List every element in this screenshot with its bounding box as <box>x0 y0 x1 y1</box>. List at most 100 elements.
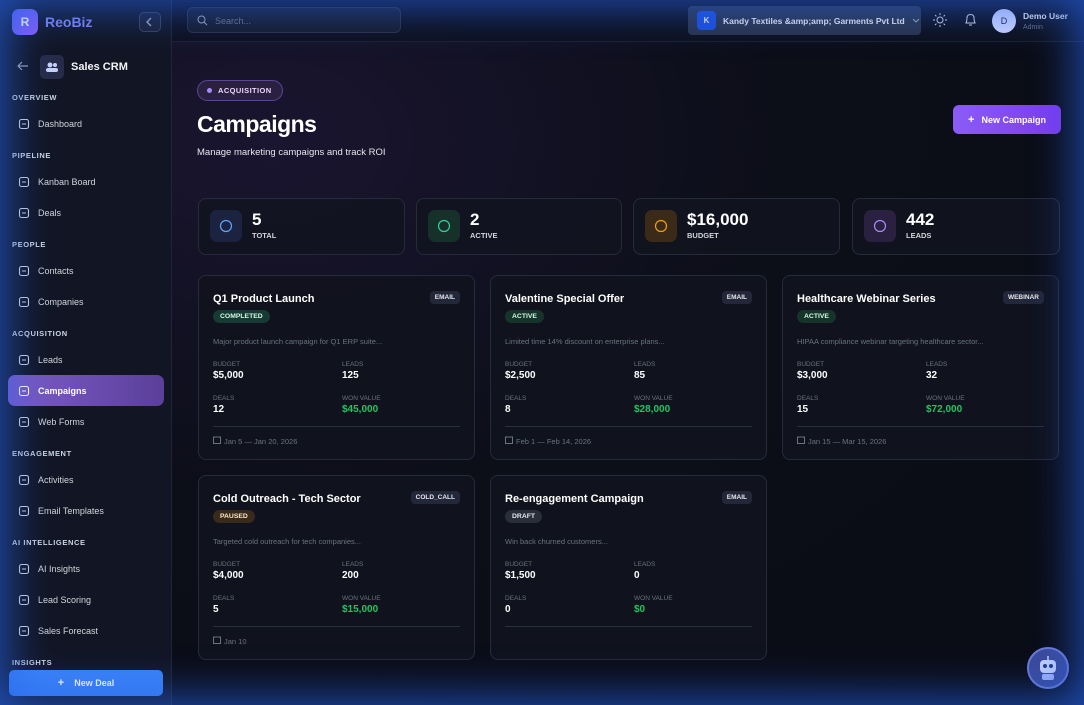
metric-label: LEADS <box>926 361 948 368</box>
stat-value: $16,000 <box>687 210 749 229</box>
date-text: Jan 10 <box>224 637 247 646</box>
nav-item[interactable]: Kanban Board <box>8 166 164 197</box>
stat-icon <box>645 210 677 242</box>
metric-value: 0 <box>634 570 640 581</box>
search-placeholder: Search... <box>215 16 252 26</box>
metric-label: DEALS <box>505 395 527 402</box>
metric-label: BUDGET <box>505 561 533 568</box>
user-name: Demo User <box>1023 11 1068 21</box>
campaign-name: Q1 Product Launch <box>213 293 315 305</box>
channel-badge: COLD_CALL <box>410 491 460 504</box>
nav-item[interactable]: AI Insights <box>8 553 164 584</box>
date-text: Jan 15 — Mar 15, 2026 <box>808 437 887 446</box>
campaign-card[interactable]: Q1 Product Launch EMAIL COMPLETED Major pro… <box>198 275 475 460</box>
org-initial: K <box>697 11 716 30</box>
metric-label: DEALS <box>213 595 235 602</box>
nav-section: PIPELINE <box>12 151 51 160</box>
nav-label: Kanban Board <box>38 176 96 187</box>
nav-item[interactable]: Campaigns <box>8 375 164 406</box>
metric-value: $2,500 <box>505 370 536 381</box>
campaign-card[interactable]: Re-engagement Campaign EMAIL DRAFT Win back… <box>490 475 767 660</box>
nav-item[interactable]: Leads <box>8 344 164 375</box>
metric-label: WON VALUE <box>342 595 381 602</box>
metric-value: 85 <box>634 370 646 381</box>
new-deal-button[interactable]: + New Deal <box>9 670 163 696</box>
campaign-card[interactable]: Valentine Special Offer EMAIL ACTIVE Limite… <box>490 275 767 460</box>
metric-label: DEALS <box>797 395 819 402</box>
sidebar: R ReoBiz Sales CRM OVERVIEW Dashboard PIPE… <box>0 0 172 705</box>
metric-label: DEALS <box>213 395 235 402</box>
stat-value: 442 <box>906 210 935 229</box>
metric-value: $5,000 <box>213 370 244 381</box>
stat-icon <box>428 210 460 242</box>
metric-value: 0 <box>505 604 511 615</box>
stat-value: 2 <box>470 210 480 229</box>
metric-value: $0 <box>634 604 646 615</box>
channel-badge: WEBINAR <box>1002 291 1044 304</box>
nav-item[interactable]: Deals <box>8 197 164 228</box>
nav-label: Campaigns <box>38 385 87 396</box>
stat-label: BUDGET <box>687 231 719 240</box>
status-badge: DRAFT <box>505 510 543 523</box>
nav-label: Dashboard <box>38 118 83 129</box>
nav-section: ENGAGEMENT <box>12 449 72 458</box>
metric-value: 200 <box>342 570 359 581</box>
nav-item[interactable]: Dashboard <box>8 108 164 139</box>
divider <box>797 426 1044 427</box>
metric-label: WON VALUE <box>634 595 673 602</box>
collapse-button[interactable] <box>139 12 161 32</box>
nav-item[interactable]: Web Forms <box>8 406 164 437</box>
campaign-description: Major product launch campaign for Q1 ERP… <box>213 337 383 346</box>
metric-value: $72,000 <box>926 404 963 415</box>
nav-item[interactable]: Lead Scoring <box>8 584 164 615</box>
new-campaign-button[interactable]: + New Campaign <box>953 105 1061 134</box>
campaign-card[interactable]: Healthcare Webinar Series WEBINAR ACTIVE HI… <box>782 275 1059 460</box>
nav-label: Activities <box>38 474 74 485</box>
campaign-card[interactable]: Cold Outreach - Tech Sector COLD_CALL PAUS… <box>198 475 475 660</box>
status-badge: COMPLETED <box>213 310 270 323</box>
date-range: Jan 15 — Mar 15, 2026 <box>797 436 886 446</box>
module-icon <box>40 55 64 79</box>
date-text: Feb 1 — Feb 14, 2026 <box>516 437 592 446</box>
nav-item[interactable]: Activities <box>8 464 164 495</box>
metric-label: WON VALUE <box>634 395 673 402</box>
campaign-name: Valentine Special Offer <box>505 293 625 305</box>
nav-label: AI Insights <box>38 563 81 574</box>
search-input[interactable]: Search... <box>187 7 401 33</box>
metric-label: BUDGET <box>797 361 825 368</box>
nav-item[interactable]: Companies <box>8 286 164 317</box>
nav-item[interactable]: Contacts <box>8 255 164 286</box>
date-range: Jan 10 <box>213 636 247 646</box>
theme-toggle[interactable] <box>933 13 947 27</box>
notifications[interactable] <box>964 13 977 27</box>
metric-label: BUDGET <box>213 561 241 568</box>
topbar: Search... K Kandy Textiles &amp;amp; Garm… <box>172 0 1084 42</box>
metric-value: 15 <box>797 404 809 415</box>
nav: OVERVIEW Dashboard PIPELINE Kanban Board Dea… <box>0 88 172 666</box>
back-icon[interactable] <box>16 61 30 71</box>
stat-value: 5 <box>252 210 262 229</box>
stat-label: LEADS <box>906 231 932 240</box>
nav-label: Web Forms <box>38 416 85 427</box>
org-switcher[interactable]: K Kandy Textiles &amp;amp; Garments Pvt L… <box>688 6 921 35</box>
campaign-name: Re-engagement Campaign <box>505 493 644 505</box>
nav-item[interactable]: Sales Forecast <box>8 615 164 646</box>
nav-item[interactable]: Email Templates <box>8 495 164 526</box>
stat-card: 5 TOTAL <box>198 198 405 255</box>
nav-section: INSIGHTS <box>12 658 53 666</box>
nav-label: Sales Forecast <box>38 625 99 636</box>
metric-value: $28,000 <box>634 404 671 415</box>
avatar[interactable]: D <box>992 9 1016 33</box>
button-label: New Campaign <box>981 114 1046 125</box>
module-name: Sales CRM <box>71 61 128 73</box>
metric-label: LEADS <box>634 361 656 368</box>
assistant-button[interactable] <box>1027 647 1069 689</box>
metric-label: LEADS <box>342 361 364 368</box>
nav-label: Contacts <box>38 265 74 276</box>
channel-badge: EMAIL <box>721 491 752 504</box>
logo: R <box>12 9 38 35</box>
page-subtitle: Manage marketing campaigns and track ROI <box>197 147 386 158</box>
stat-label: ACTIVE <box>470 231 498 240</box>
nav-label: Deals <box>38 207 62 218</box>
